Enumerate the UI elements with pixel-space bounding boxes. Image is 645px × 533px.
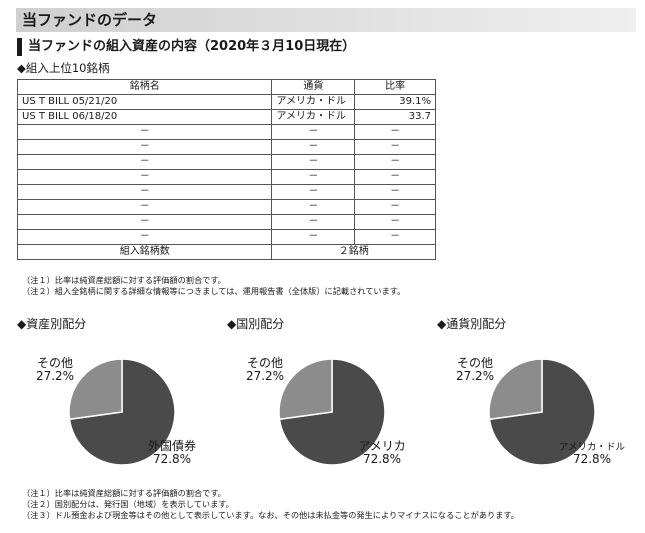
holding-name: －	[16, 169, 273, 185]
holding-name: US T BILL 06/18/20	[16, 109, 273, 125]
section-marker	[17, 38, 22, 56]
pie-value-other: 27.2%	[36, 369, 74, 383]
holdings-header-row: 銘柄名 通貨 比率	[16, 79, 436, 95]
chart-title: ◆資産別配分	[17, 317, 87, 331]
holding-name: －	[16, 184, 273, 200]
holding-currency: －	[271, 214, 356, 230]
holding-name: －	[16, 139, 273, 155]
holding-ratio: －	[354, 184, 436, 200]
holding-currency: アメリカ・ドル	[271, 109, 356, 125]
holding-ratio: －	[354, 139, 436, 155]
table-row: US T BILL 05/21/20 アメリカ・ドル 39.1%	[16, 94, 436, 110]
pie-value-main: 72.8%	[363, 452, 401, 466]
table-row: －－－	[16, 184, 436, 200]
holding-ratio: －	[354, 199, 436, 215]
holding-currency: －	[271, 169, 356, 185]
pie-label-other: その他	[37, 356, 73, 370]
pie-slice-other	[68, 358, 123, 421]
pie-label-other: その他	[247, 356, 283, 370]
holding-currency: －	[271, 139, 356, 155]
holding-currency: －	[271, 229, 356, 245]
note-line: （注１）比率は純資産総額に対する評価額の割合です。	[22, 488, 226, 498]
holding-ratio: －	[354, 154, 436, 170]
holding-name: US T BILL 05/21/20	[16, 94, 273, 110]
chart-title: ◆国別配分	[227, 317, 285, 331]
section-title: 当ファンドの組入資産の内容（2020年３月10日現在）	[28, 39, 356, 54]
holding-ratio: －	[354, 124, 436, 140]
holding-name: －	[16, 124, 273, 140]
table-row: －－－	[16, 139, 436, 155]
holding-ratio: －	[354, 214, 436, 230]
total-label: 組入銘柄数	[16, 244, 273, 260]
pie-value-main: 72.8%	[153, 452, 191, 466]
pie-value-other: 27.2%	[246, 369, 284, 383]
holding-ratio: －	[354, 229, 436, 245]
holding-ratio: 33.7	[354, 109, 436, 125]
chart-title: ◆通貨別配分	[437, 317, 507, 331]
note-line: （注２）国別配分は、発行国（地域）を表示しています。	[22, 499, 234, 509]
holding-ratio: －	[354, 169, 436, 185]
holding-currency: －	[271, 199, 356, 215]
holding-ratio: 39.1%	[354, 94, 436, 110]
currency-allocation-chart: ◆通貨別配分 アメリカ・ドル 72.8% その他 27.2%	[437, 316, 645, 486]
pie-label-main: アメリカ・ドル	[559, 442, 626, 453]
table-row: －－－	[16, 124, 436, 140]
pie-slice-other	[278, 358, 333, 421]
pie-value-other: 27.2%	[456, 369, 494, 383]
holding-name: －	[16, 199, 273, 215]
note-line: （注１）比率は純資産総額に対する評価額の割合です。	[22, 275, 226, 285]
country-allocation-chart: ◆国別配分 アメリカ 72.8% その他 27.2%	[227, 316, 437, 486]
asset-allocation-chart: ◆資産別配分 外国債券 72.8% その他 27.2%	[17, 316, 227, 486]
pie-slice-other	[488, 358, 543, 421]
pie-label-other: その他	[457, 356, 493, 370]
table-row: US T BILL 06/18/20 アメリカ・ドル 33.7	[16, 109, 436, 125]
pie-label-main: アメリカ	[358, 439, 405, 453]
table-row: －－－	[16, 229, 436, 245]
note-line: （注２）組入全銘柄に関する詳細な情報等につきましては、運用報告書（全体版）に記載…	[22, 286, 406, 296]
total-value: ２銘柄	[271, 244, 436, 260]
pie-label-main: 外国債券	[148, 438, 196, 453]
header-bar	[16, 8, 636, 32]
holdings-subtitle: ◆組入上位10銘柄	[17, 61, 110, 75]
holding-name: －	[16, 214, 273, 230]
column-header-ratio: 比率	[354, 79, 436, 95]
pie-value-main: 72.8%	[573, 452, 611, 466]
holding-name: －	[16, 154, 273, 170]
holding-currency: －	[271, 154, 356, 170]
holdings-table: 銘柄名 通貨 比率 US T BILL 05/21/20 アメリカ・ドル 39.1%…	[16, 79, 436, 260]
page-title: 当ファンドのデータ	[22, 11, 158, 29]
holding-currency: アメリカ・ドル	[271, 94, 356, 110]
holding-currency: －	[271, 124, 356, 140]
holding-currency: －	[271, 184, 356, 200]
column-header-name: 銘柄名	[16, 79, 273, 95]
table-row: －－－	[16, 214, 436, 230]
note-line: （注３）ドル預金および現金等はその他として表示しています。なお、その他は未払金等…	[22, 510, 519, 520]
table-row: －－－	[16, 154, 436, 170]
holdings-total-row: 組入銘柄数 ２銘柄	[16, 244, 436, 260]
allocation-notes: （注１）比率は純資産総額に対する評価額の割合です。 （注２）国別配分は、発行国（…	[22, 488, 519, 521]
column-header-currency: 通貨	[271, 79, 356, 95]
holding-name: －	[16, 229, 273, 245]
holdings-notes: （注１）比率は純資産総額に対する評価額の割合です。 （注２）組入全銘柄に関する詳…	[22, 275, 405, 297]
table-row: －－－	[16, 199, 436, 215]
table-row: －－－	[16, 169, 436, 185]
